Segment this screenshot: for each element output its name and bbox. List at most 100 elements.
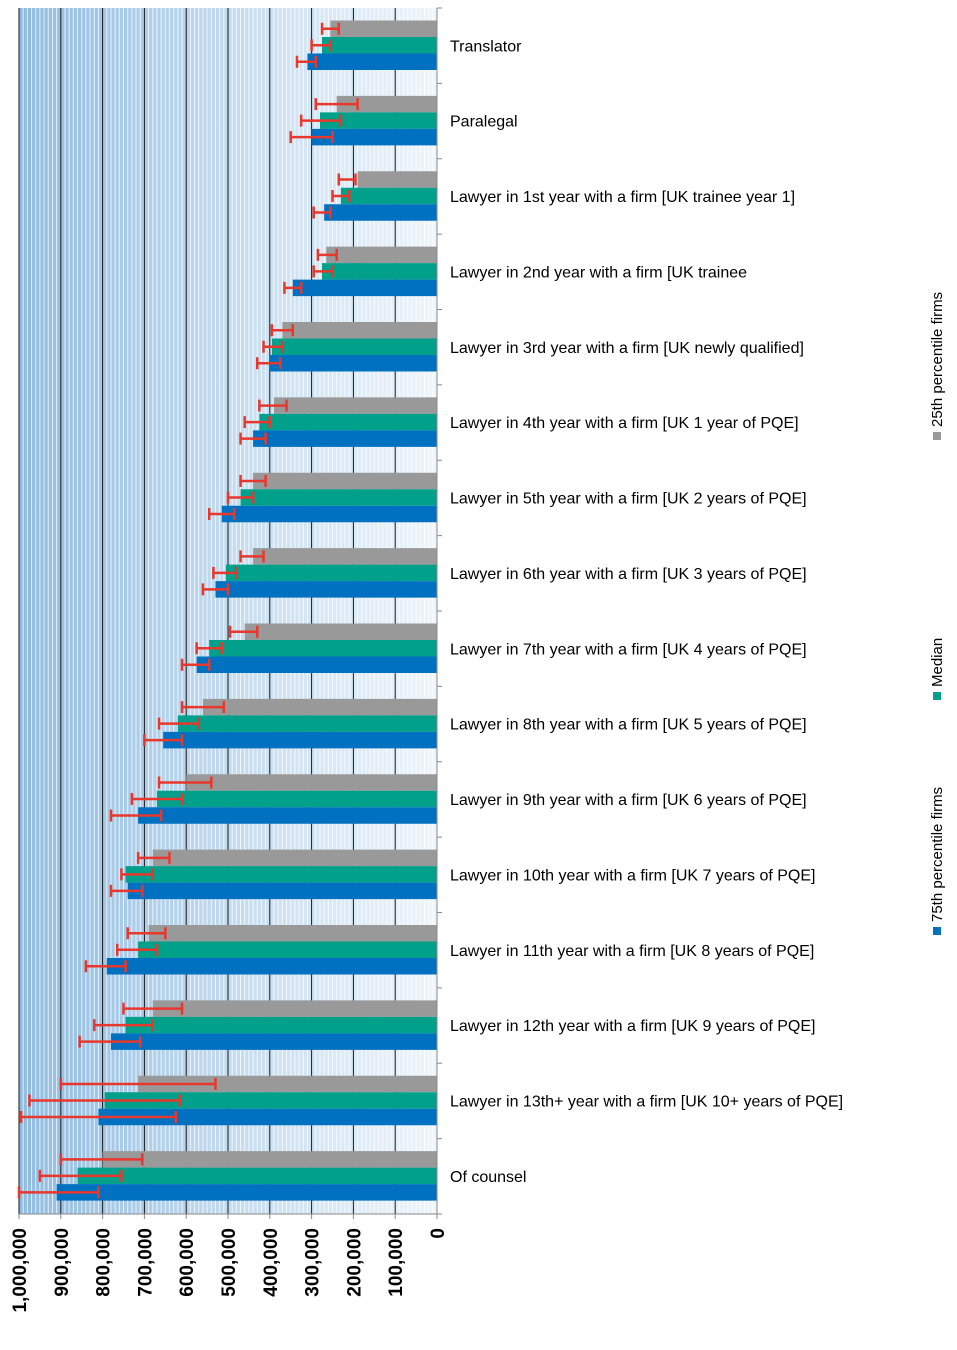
error-bar bbox=[59, 1153, 144, 1166]
error-bar bbox=[314, 98, 359, 111]
bar-75th-percentile-firms bbox=[324, 204, 437, 221]
bar-25th-percentile-firms bbox=[152, 849, 437, 867]
bar-median bbox=[77, 1167, 438, 1185]
bar-median bbox=[156, 790, 437, 808]
error-bar bbox=[283, 281, 303, 294]
error-bar bbox=[289, 131, 334, 144]
x-tick-label: 100,000 bbox=[386, 1228, 407, 1297]
bar-25th-percentile-firms bbox=[152, 1000, 437, 1017]
bar-median bbox=[138, 941, 437, 958]
category-label: Lawyer in 2nd year with a firm [UK train… bbox=[450, 264, 747, 281]
error-bar bbox=[126, 927, 167, 940]
bar-25th-percentile-firms bbox=[326, 246, 437, 264]
x-tick-label: 600,000 bbox=[177, 1228, 198, 1297]
bar-25th-percentile-firms bbox=[148, 925, 437, 942]
category-label: Translator bbox=[450, 38, 522, 55]
error-bar bbox=[316, 248, 338, 261]
error-bar bbox=[312, 265, 334, 278]
bar-75th-percentile-firms bbox=[196, 656, 437, 673]
legend-swatch bbox=[933, 692, 941, 700]
error-bar bbox=[136, 851, 171, 864]
bar-median bbox=[240, 489, 437, 506]
bar-median bbox=[104, 1092, 437, 1109]
error-bar bbox=[207, 508, 236, 520]
legend-label: 75th percentile firms bbox=[929, 787, 946, 922]
bar-median bbox=[271, 338, 437, 355]
bar-75th-percentile-firms bbox=[110, 1033, 438, 1050]
bar-75th-percentile-firms bbox=[292, 279, 437, 297]
bar-75th-percentile-firms bbox=[138, 807, 437, 824]
error-bar bbox=[180, 701, 226, 714]
error-bar bbox=[262, 340, 284, 353]
category-label: Lawyer in 7th year with a firm [UK 4 yea… bbox=[450, 641, 807, 658]
error-bar bbox=[337, 173, 357, 186]
x-tick-label: 0 bbox=[428, 1228, 449, 1239]
error-bar bbox=[295, 55, 318, 68]
bar-25th-percentile-firms bbox=[102, 1151, 437, 1168]
error-bar bbox=[195, 642, 223, 655]
error-bar bbox=[59, 1078, 217, 1090]
error-bar bbox=[243, 416, 272, 429]
error-bar bbox=[109, 809, 163, 822]
bar-median bbox=[259, 413, 437, 431]
legend-label: 25th percentile firms bbox=[929, 292, 946, 427]
legend-swatch bbox=[933, 432, 941, 440]
error-bar bbox=[78, 1035, 142, 1048]
error-bar bbox=[212, 566, 238, 579]
error-bar bbox=[17, 1186, 100, 1199]
error-bar bbox=[157, 717, 200, 730]
error-bar bbox=[109, 884, 144, 897]
error-bar bbox=[312, 206, 332, 219]
error-bar bbox=[310, 39, 332, 52]
bar-median bbox=[340, 187, 437, 205]
error-bar bbox=[157, 776, 213, 789]
error-bar bbox=[115, 943, 159, 956]
bar-75th-percentile-firms bbox=[311, 128, 437, 146]
category-label: Lawyer in 1st year with a firm [UK train… bbox=[450, 189, 795, 206]
category-label: Lawyer in 10th year with a firm [UK 7 ye… bbox=[450, 867, 815, 884]
error-bar bbox=[226, 491, 255, 504]
bar-median bbox=[322, 263, 437, 280]
error-bar bbox=[143, 734, 184, 747]
error-bar bbox=[239, 475, 267, 487]
error-bar bbox=[331, 190, 351, 202]
x-tick-labels: 0 100,000 200,000 300,000 400,000 500,000 600,… bbox=[10, 1228, 449, 1313]
error-bar bbox=[180, 658, 211, 671]
bar-median bbox=[209, 640, 437, 657]
bar-75th-percentile-firms bbox=[221, 505, 437, 523]
bar-25th-percentile-firms bbox=[253, 472, 437, 490]
category-label: Of counsel bbox=[450, 1169, 526, 1186]
bar-25th-percentile-firms bbox=[273, 397, 437, 414]
category-label: Lawyer in 13th+ year with a firm [UK 10+… bbox=[450, 1094, 843, 1111]
legend-item: 75th percentile firms bbox=[929, 787, 946, 935]
bar-25th-percentile-firms bbox=[336, 95, 437, 113]
bar-25th-percentile-firms bbox=[186, 774, 437, 791]
bar-75th-percentile-firms bbox=[269, 355, 437, 372]
legend-swatch bbox=[933, 927, 941, 935]
error-bar bbox=[239, 432, 267, 445]
category-label: Paralegal bbox=[450, 114, 518, 131]
error-bar bbox=[239, 550, 265, 563]
error-bar bbox=[228, 625, 259, 638]
x-tick-label: 500,000 bbox=[219, 1228, 240, 1297]
error-bar bbox=[130, 793, 184, 805]
error-bar bbox=[320, 22, 341, 35]
error-bar bbox=[19, 1111, 177, 1123]
error-bar bbox=[120, 868, 155, 881]
bar-median bbox=[319, 112, 437, 129]
error-bar bbox=[84, 960, 127, 973]
x-tick-label: 200,000 bbox=[344, 1228, 365, 1297]
bar-75th-percentile-firms bbox=[127, 882, 438, 900]
bar-25th-percentile-firms bbox=[202, 698, 437, 716]
bar-75th-percentile-firms bbox=[215, 581, 437, 598]
x-tick-label: 900,000 bbox=[52, 1228, 73, 1297]
error-bar bbox=[38, 1169, 123, 1182]
bar-75th-percentile-firms bbox=[307, 53, 437, 70]
legend-item: Median bbox=[929, 638, 946, 700]
x-tick-label: 300,000 bbox=[303, 1228, 324, 1297]
error-bar bbox=[122, 1002, 184, 1015]
error-bar bbox=[92, 1019, 155, 1032]
bar-75th-percentile-firms bbox=[106, 958, 437, 975]
category-label: Lawyer in 6th year with a firm [UK 3 yea… bbox=[450, 566, 807, 583]
